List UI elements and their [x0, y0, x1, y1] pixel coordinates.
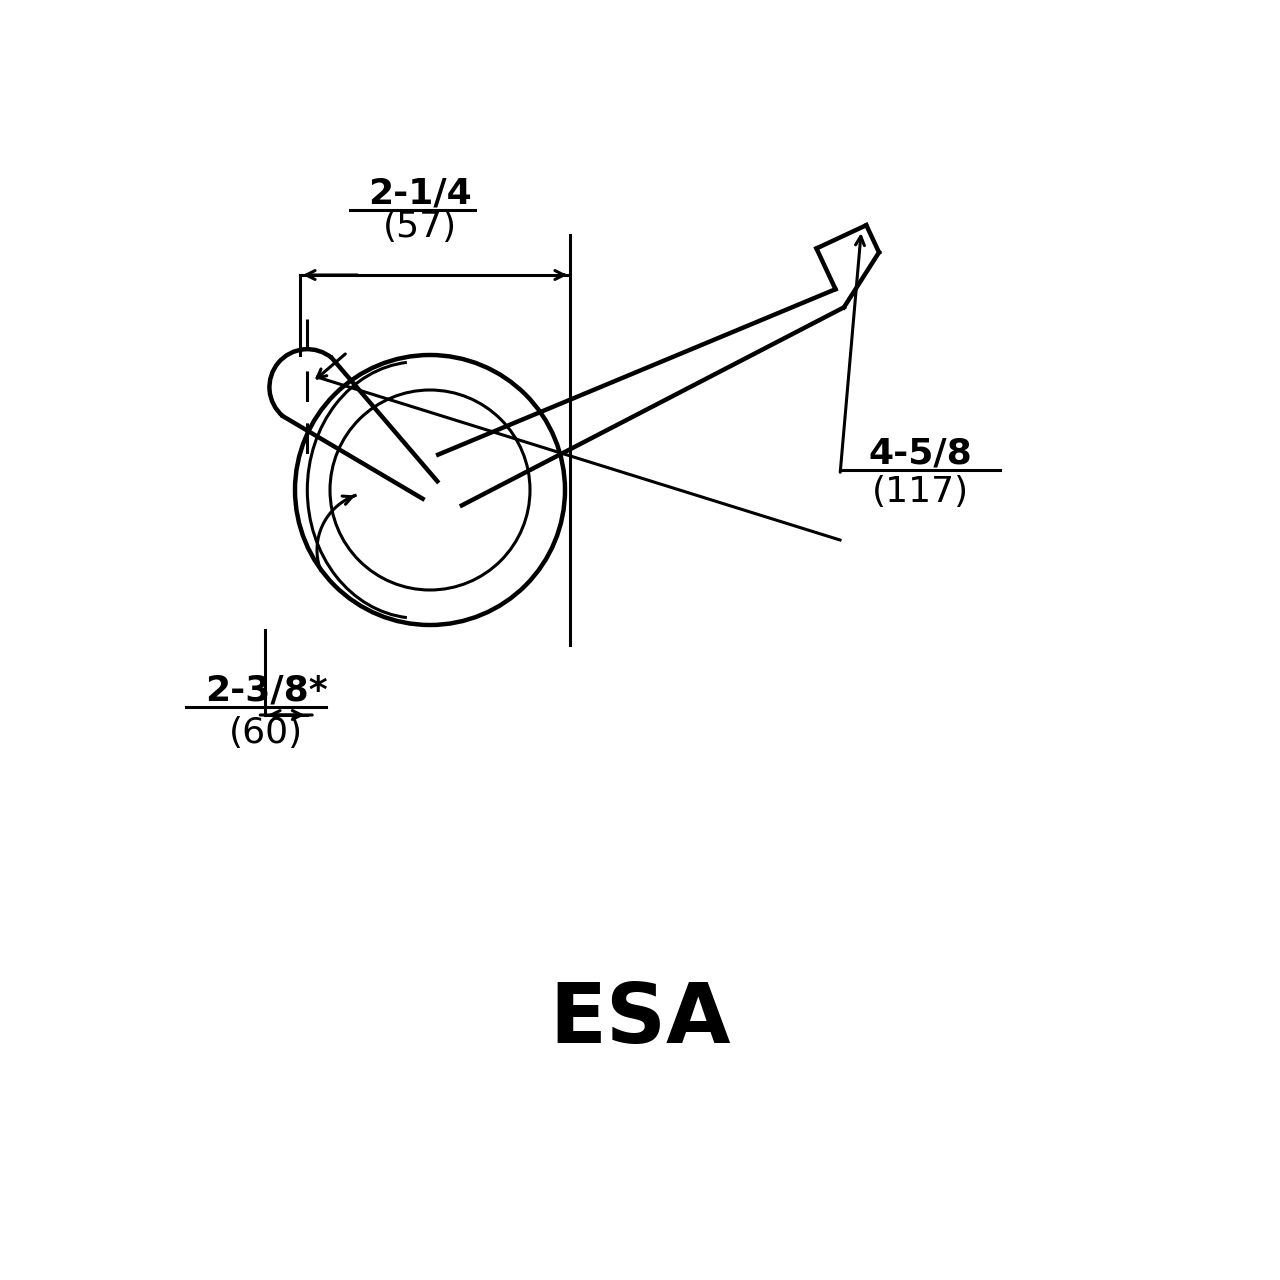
Text: 4-5/8: 4-5/8 [868, 436, 972, 470]
Text: (117): (117) [872, 475, 969, 509]
Text: 2-3/8*: 2-3/8* [205, 673, 328, 707]
Text: (60): (60) [229, 716, 303, 750]
Text: ESA: ESA [549, 979, 731, 1061]
Text: (57): (57) [383, 210, 457, 244]
Text: 2-1/4: 2-1/4 [369, 177, 472, 210]
